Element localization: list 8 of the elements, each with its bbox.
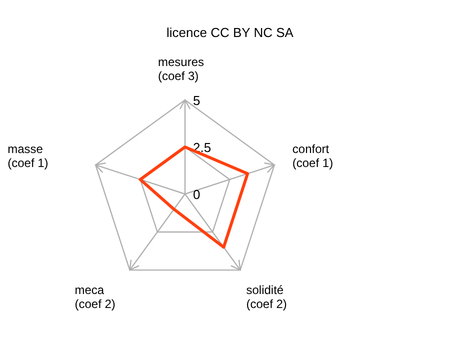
y-tick-label: 5	[193, 93, 200, 108]
spoke-label: meca (coef 2)	[74, 283, 116, 312]
y-tick-label: 0	[193, 187, 200, 202]
spoke-label: solidité (coef 2)	[246, 283, 287, 312]
spoke-label: mesures (coef 3)	[158, 55, 204, 83]
chart-title: licence CC BY NC SA	[166, 25, 294, 40]
spoke-label: masse (coef 1)	[8, 142, 48, 170]
spoke-label: confort (coef 1)	[292, 142, 334, 170]
